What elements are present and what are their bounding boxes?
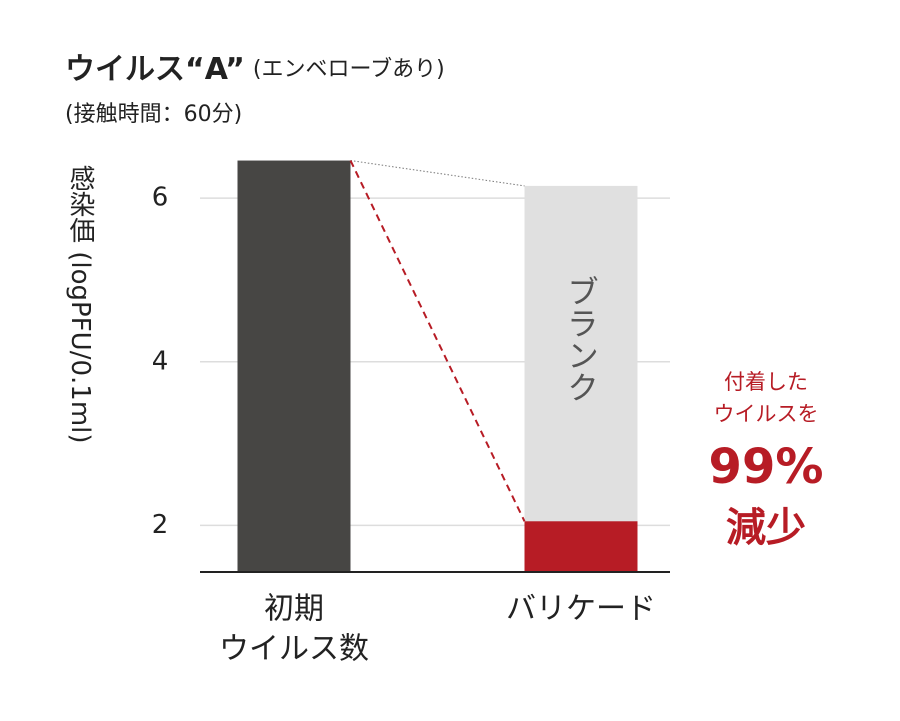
annotation: 付着した — [724, 370, 808, 394]
y-tick-label: 6 — [152, 183, 169, 213]
annotation: 99% — [709, 439, 824, 495]
chart-title: ウイルス“A” (エンベローブあり) — [65, 52, 445, 87]
title-main: ウイルス“A” — [65, 52, 245, 87]
connector-reduction — [349, 160, 526, 522]
bar — [524, 521, 638, 572]
y-axis-label: 感染価 (logPFU/0.1ml) — [65, 165, 95, 444]
blank-label: ブランク — [562, 275, 600, 403]
title-note: (エンベローブあり) — [253, 57, 445, 82]
x-tick-label: ウイルス数 — [219, 632, 369, 667]
x-tick-label: 初期 — [264, 592, 324, 627]
bar — [237, 160, 351, 572]
connector-blank — [350, 160, 525, 187]
annotation: ウイルスを — [714, 402, 819, 426]
subtitle: (接触時間：60分) — [65, 102, 242, 127]
y-tick-label: 4 — [152, 346, 169, 376]
annotation: 減少 — [726, 505, 806, 551]
x-tick-label: バリケード — [506, 592, 656, 627]
blank-bar — [524, 185, 638, 573]
y-tick-label: 2 — [152, 510, 169, 540]
